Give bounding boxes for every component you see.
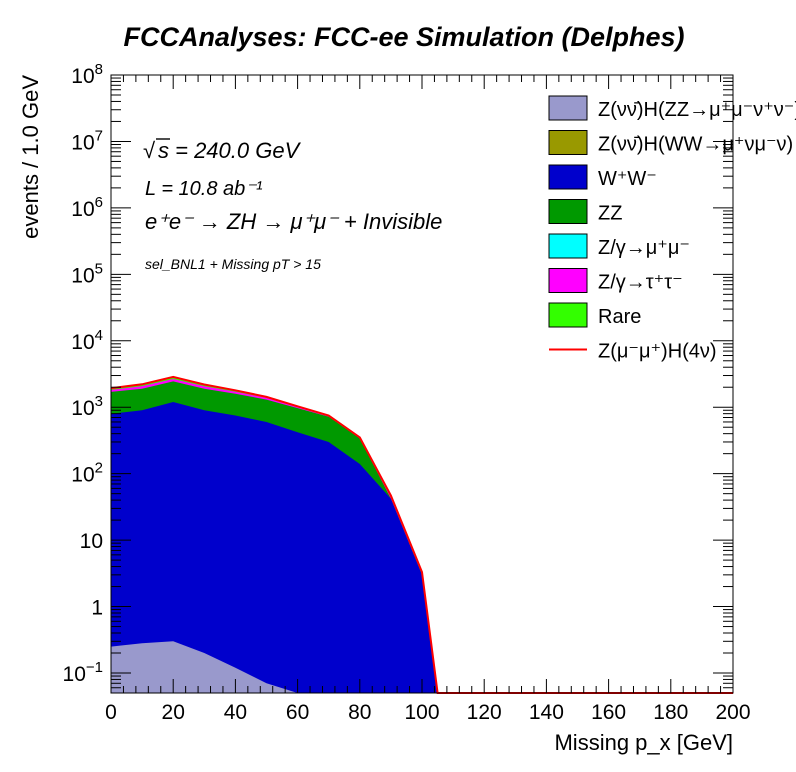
legend-label: Z(νν̄)H(ZZ→μ⁺μ⁻ν⁺ν⁻) — [598, 99, 796, 121]
y-tick-label: 10 — [80, 530, 103, 553]
legend: Z(νν̄)H(ZZ→μ⁺μ⁻ν⁺ν⁻) Z(νν̄)H(WW→μ⁺νμ⁻ν) W⁺… — [548, 95, 796, 363]
y-tick-label: 103 — [71, 393, 103, 420]
legend-swatch — [548, 233, 588, 259]
stack-layer — [110, 375, 733, 694]
legend-label: Rare — [598, 306, 641, 328]
y-tick-label: 105 — [71, 260, 103, 287]
y-tick-label: 108 — [71, 61, 103, 88]
x-tick-label: 80 — [348, 701, 371, 724]
y-tick-label: 106 — [71, 194, 103, 221]
x-tick-label: 140 — [529, 701, 564, 724]
y-axis-label: events / 1.0 GeV — [18, 75, 43, 239]
annotation-lumi: L = 10.8 ab⁻¹ — [145, 178, 263, 200]
x-tick-label: 60 — [286, 701, 309, 724]
x-tick-label: 200 — [715, 701, 750, 724]
signal-line — [110, 375, 733, 694]
legend-label: ZZ — [598, 203, 622, 225]
legend-swatch — [548, 199, 588, 224]
legend-swatch — [548, 130, 588, 155]
y-tick-label: 10−1 — [63, 659, 103, 686]
sqrt-symbol: √ — [143, 138, 156, 163]
y-tick-label: 107 — [71, 127, 103, 154]
plot-frame — [110, 74, 734, 694]
y-tick-label: 104 — [71, 327, 103, 354]
legend-label: Z/γ→μ⁺μ⁻ — [598, 237, 690, 259]
legend-swatch — [548, 268, 588, 293]
legend-swatch — [548, 302, 588, 328]
annotation-process: e⁺e⁻ → ZH → μ⁺μ⁻ + Invisible — [145, 209, 442, 234]
x-tick-label: 120 — [467, 701, 502, 724]
x-axis-label: Missing p_x [GeV] — [554, 730, 733, 755]
annotations: √ s = 240.0 GeV L = 10.8 ab⁻¹ e⁺e⁻ → ZH … — [143, 138, 442, 272]
annotation-sqrt-s: s = 240.0 GeV — [158, 138, 302, 163]
legend-label: Z(μ⁻μ⁺)H(4ν) — [598, 341, 717, 363]
legend-swatch — [548, 164, 588, 190]
y-tick-label: 1 — [91, 597, 103, 620]
x-tick-label: 160 — [591, 701, 626, 724]
legend-swatch — [548, 95, 588, 121]
legend-label: Z/γ→τ⁺τ⁻ — [598, 272, 683, 294]
x-tick-label: 20 — [162, 701, 185, 724]
legend-label: Z(νν̄)H(WW→μ⁺νμ⁻ν) — [598, 134, 793, 156]
series-area-0000cc — [111, 402, 438, 693]
x-tick-label: 180 — [653, 701, 688, 724]
x-tick-label: 100 — [404, 701, 439, 724]
chart-title: FCCAnalyses: FCC-ee Simulation (Delphes) — [123, 22, 684, 52]
legend-label: W⁺W⁻ — [598, 168, 657, 190]
x-tick-label: 0 — [105, 701, 117, 724]
series-area-9999cc — [111, 641, 438, 693]
x-tick-label: 40 — [224, 701, 247, 724]
annotation-selection: sel_BNL1 + Missing pT > 15 — [145, 256, 321, 272]
y-tick-label: 102 — [71, 460, 103, 487]
ticks-layer: 0 20 40 60 80 100 120 140 160 180 200 10−1 1 10 102 103… — [63, 61, 751, 724]
